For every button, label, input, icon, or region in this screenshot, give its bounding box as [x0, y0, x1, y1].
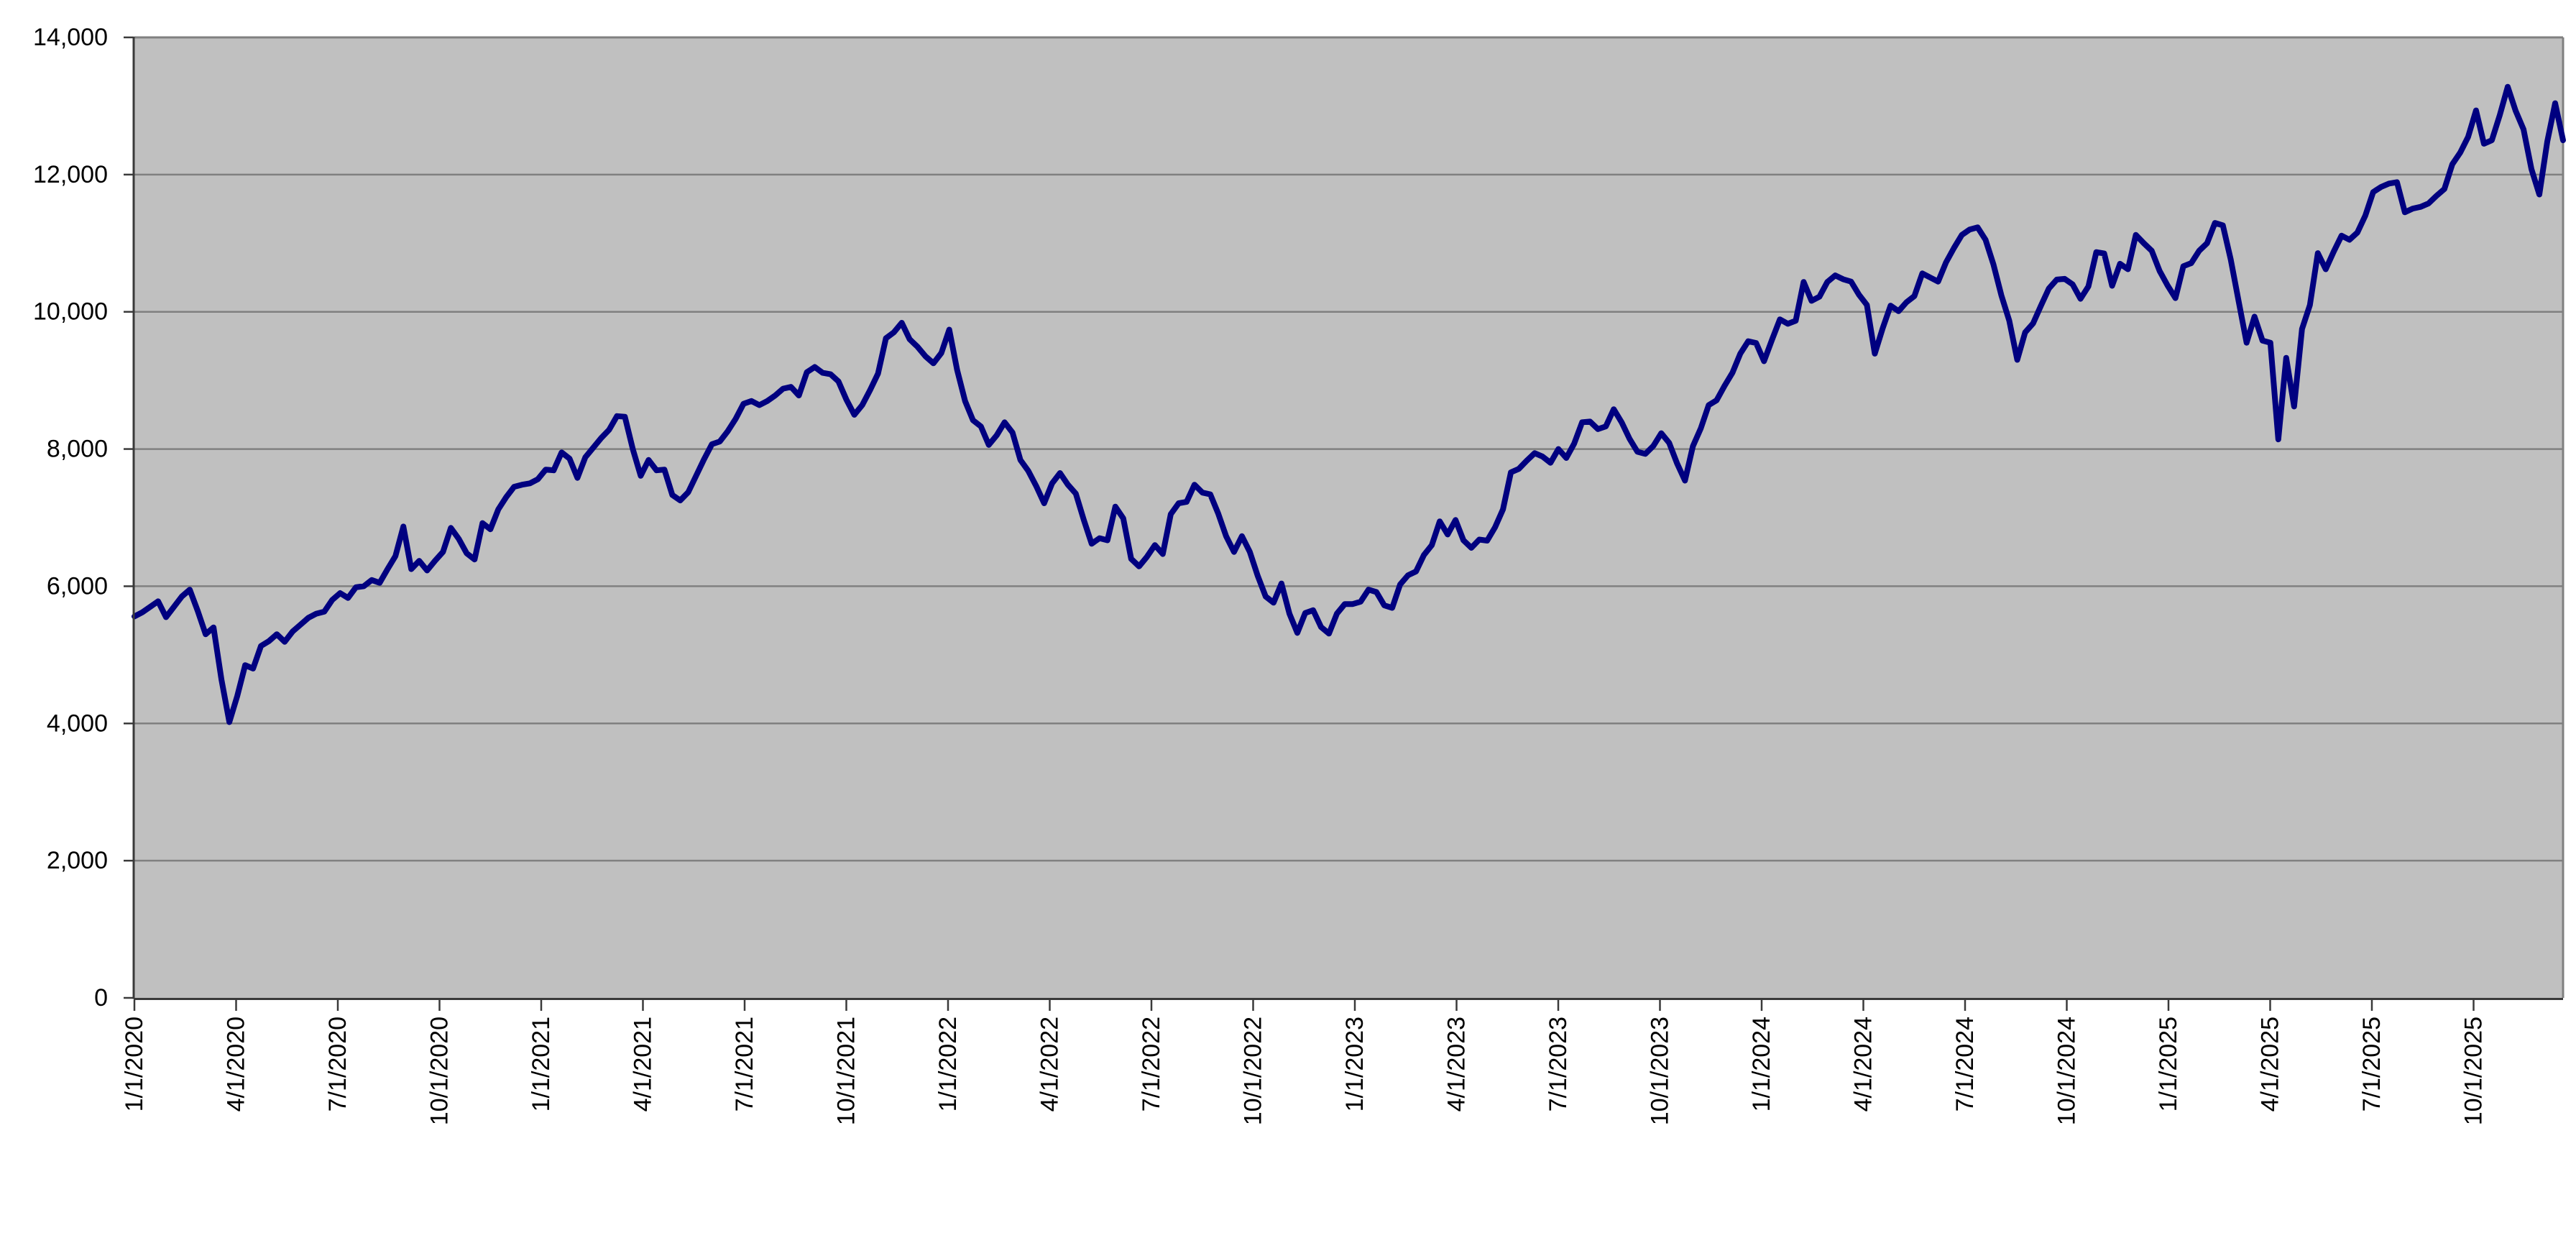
x-tick-label: 10/1/2025: [2460, 1017, 2488, 1125]
x-tick-label: 4/1/2022: [1036, 1017, 1064, 1111]
x-tick-label: 4/1/2023: [1443, 1017, 1471, 1111]
tick-marks: [124, 36, 2475, 1011]
x-tick-label: 4/1/2024: [1850, 1017, 1877, 1111]
x-tick-label: 7/1/2023: [1545, 1017, 1572, 1111]
x-tick-label: 1/1/2025: [2155, 1017, 2182, 1111]
y-tick-label: 14,000: [33, 24, 108, 51]
x-tick-label: 4/1/2025: [2257, 1017, 2284, 1111]
x-tick-label: 7/1/2024: [1951, 1017, 1979, 1111]
y-tick-label: 10,000: [33, 298, 108, 326]
x-tick-label: 4/1/2021: [630, 1017, 657, 1111]
x-tick-label: 7/1/2025: [2358, 1017, 2386, 1111]
y-tick-label: 0: [94, 984, 108, 1012]
price-line-series: [132, 83, 2566, 725]
x-tick-label: 10/1/2023: [1647, 1017, 1674, 1125]
x-axis-labels: 1/1/2020 4/1/2020 7/1/2020 10/1/2020 1/1/202…: [121, 1017, 2488, 1125]
x-tick-label: 1/1/2023: [1341, 1017, 1368, 1111]
y-tick-label: 2,000: [47, 847, 108, 874]
x-tick-label: 1/1/2021: [528, 1017, 555, 1111]
x-tick-label: 7/1/2022: [1138, 1017, 1165, 1111]
x-tick-label: 10/1/2024: [2053, 1017, 2081, 1125]
plot-area: [134, 37, 2563, 998]
x-tick-label: 1/1/2022: [934, 1017, 962, 1111]
y-axis-labels: 0 2,000 4,000 6,000 8,000 10,000 12,000 14,000: [33, 24, 108, 1012]
series-group: [132, 83, 2566, 725]
x-tick-label: 7/1/2021: [731, 1017, 758, 1111]
x-tick-label: 10/1/2020: [426, 1017, 454, 1125]
y-tick-label: 4,000: [47, 710, 108, 737]
x-tick-label: 1/1/2020: [121, 1017, 148, 1111]
y-tick-label: 12,000: [33, 161, 108, 188]
y-tick-label: 6,000: [47, 572, 108, 600]
y-tick-label: 8,000: [47, 436, 108, 463]
x-tick-label: 1/1/2024: [1748, 1017, 1775, 1111]
plot-borders: [134, 36, 2564, 998]
axes: [132, 37, 2563, 1000]
x-tick-label: 10/1/2021: [833, 1017, 860, 1125]
x-tick-label: 7/1/2020: [324, 1017, 351, 1111]
x-tick-label: 4/1/2020: [223, 1017, 250, 1111]
x-tick-label: 10/1/2022: [1240, 1017, 1267, 1125]
